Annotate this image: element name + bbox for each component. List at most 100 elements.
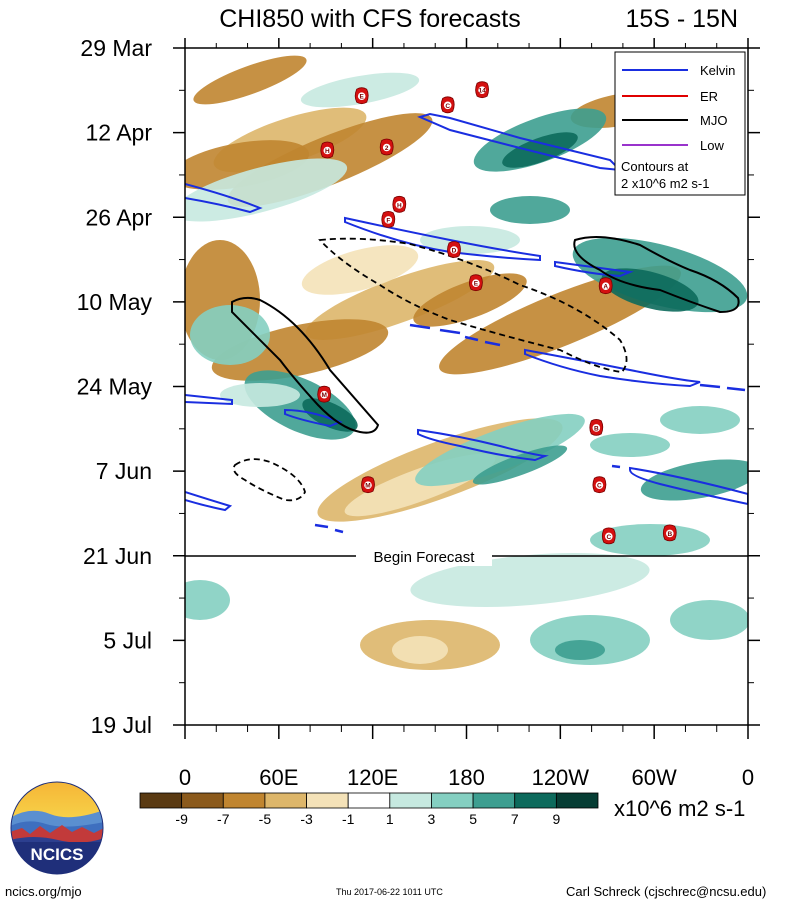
legend-box — [614, 51, 746, 196]
y-tick-label-4: 24 May — [77, 374, 153, 400]
forecast-label: Begin Forecast — [374, 549, 476, 566]
legend-label-low: Low — [700, 138, 724, 153]
storm-marker-5: H — [392, 195, 407, 213]
colorbar-box-7 — [431, 792, 474, 809]
shading-blob-37 — [590, 524, 710, 556]
colorbar-label-9: 9 — [552, 811, 560, 827]
storm-label: H — [325, 148, 330, 155]
shading-blob-22 — [415, 413, 585, 487]
storm-eye — [320, 390, 328, 399]
shading-blob-17 — [490, 196, 570, 224]
storm-eye — [382, 143, 391, 152]
colorbar-labels: -9 -7 -5 -3 -1 1 3 5 7 9 — [175, 811, 560, 827]
storm-marker-2: 14 — [475, 81, 489, 99]
kelvin-contour-5 — [185, 394, 233, 406]
storm-eye — [443, 101, 452, 110]
storm-eye — [357, 92, 366, 100]
colorbar-label-6: 3 — [428, 811, 436, 827]
storm-eye — [450, 246, 458, 254]
mjo-contour-0 — [231, 296, 380, 434]
logo-text: NCICS — [31, 845, 84, 864]
colorbar-box-6 — [389, 792, 432, 809]
storm-label: C — [606, 534, 611, 541]
shading-blob-36 — [220, 383, 300, 407]
shading-blob-31 — [190, 305, 270, 365]
x-tick-labels: 0 60E 120E 180 120W 60W 0 — [179, 765, 754, 790]
storm-eye — [478, 86, 486, 94]
y-tick-label-6: 21 Jun — [83, 543, 152, 569]
colorbar-box-3 — [264, 792, 307, 809]
storm-marker-10: M — [317, 385, 332, 403]
colorbar-label-7: 5 — [469, 811, 477, 827]
colorbar-box-10 — [555, 792, 599, 809]
colorbar-box-2 — [222, 792, 266, 809]
kelvin-fragment-6 — [314, 523, 329, 529]
storm-label: M — [365, 483, 370, 490]
legend-label-er: ER — [700, 89, 718, 104]
storm-marker-11: B — [589, 419, 604, 436]
footer-site: ncics.org/mjo — [5, 884, 82, 899]
storm-eye — [384, 216, 393, 224]
storm-eye — [472, 279, 480, 287]
storm-eye — [666, 529, 674, 538]
chart-title: CHI850 with CFS forecasts — [219, 5, 521, 33]
shading-blob-32 — [420, 226, 520, 254]
kelvin-contour-9 — [185, 491, 233, 512]
x-tick-label-4: 120W — [532, 765, 590, 790]
shading-blob-29 — [185, 580, 230, 620]
storm-marker-6: F — [381, 211, 396, 228]
colorbar-label-5: 1 — [386, 811, 394, 827]
legend: Kelvin ER MJO Low Contours at 2 x10^6 m2… — [614, 51, 746, 196]
kelvin-contour-8 — [629, 466, 748, 506]
mjo-suppressed-contour-1 — [232, 458, 306, 502]
storm-label: C — [445, 103, 450, 110]
shading-blob-28 — [555, 640, 605, 660]
shading-blob-10 — [211, 319, 389, 381]
colorbar-label-3: -3 — [300, 811, 313, 827]
kelvin-fragment-1 — [439, 328, 461, 335]
kelvin-contour-3 — [554, 260, 634, 278]
y-tick-label-5: 7 Jun — [96, 458, 152, 484]
colorbar-box-4 — [306, 792, 349, 809]
legend-note-line2: 2 x10^6 m2 s-1 — [621, 176, 709, 191]
storm-label: B — [594, 425, 599, 432]
colorbar — [139, 792, 599, 809]
y-tick-label-8: 19 Jul — [91, 712, 152, 738]
colorbar-label-2: -5 — [259, 811, 272, 827]
storm-eye — [605, 532, 613, 541]
anomaly-shading — [185, 55, 748, 670]
x-tick-label-2: 120E — [347, 765, 398, 790]
colorbar-label-0: -9 — [175, 811, 188, 827]
kelvin-fragment-4 — [699, 383, 721, 389]
storm-marker-15: B — [662, 524, 677, 542]
kelvin-fragment-3 — [484, 340, 501, 347]
kelvin-contour-4 — [524, 348, 701, 388]
ncics-logo: NCICS — [10, 781, 104, 875]
shading-blob-25 — [590, 433, 670, 457]
shading-blob-34 — [410, 552, 650, 608]
y-tick-label-3: 10 May — [77, 289, 153, 315]
storm-label: F — [386, 217, 390, 224]
legend-note-line1: Contours at — [621, 159, 689, 174]
storm-marker-14: C — [601, 527, 616, 545]
shading-blob-4 — [301, 245, 419, 295]
footer-author: Carl Schreck (cjschrec@ncsu.edu) — [566, 884, 767, 899]
forecast-label-bg — [356, 546, 492, 566]
y-tick-label-1: 12 Apr — [86, 120, 153, 146]
mjo-suppressed-contour-0 — [318, 237, 628, 373]
y-tick-label-7: 5 Jul — [103, 627, 152, 653]
shading-blob-24 — [640, 459, 748, 501]
footer-timestamp: Thu 2017-06-22 1011 UTC — [336, 887, 443, 897]
storm-marker-3: H — [320, 141, 335, 159]
y-tick-label-2: 26 Apr — [86, 204, 153, 230]
chart-region: 15S - 15N — [625, 5, 738, 33]
x-tick-label-0: 0 — [179, 765, 191, 790]
kelvin-contour-6 — [284, 408, 343, 428]
storm-label: H — [397, 202, 402, 209]
storm-marker-4: 2 — [379, 138, 394, 156]
storm-marker-8: E — [469, 274, 483, 292]
storm-eye — [595, 481, 604, 489]
kelvin-fragment-2 — [464, 335, 479, 342]
x-tick-label-5: 60W — [632, 765, 677, 790]
x-tick-label-1: 60E — [259, 765, 298, 790]
